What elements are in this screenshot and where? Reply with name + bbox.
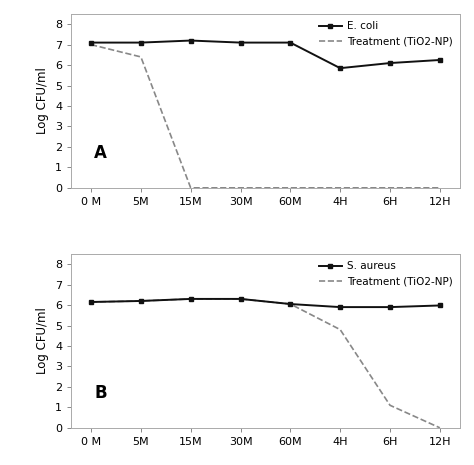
Line: Treatment (TiO2-NP): Treatment (TiO2-NP): [91, 45, 440, 188]
Treatment (TiO2-NP): [387, 185, 393, 191]
E. coli: [188, 38, 193, 43]
Legend: S. aureus, Treatment (TiO2-NP): S. aureus, Treatment (TiO2-NP): [317, 259, 455, 288]
E. coli: [288, 40, 293, 46]
Text: B: B: [94, 384, 107, 402]
S. aureus: [188, 296, 193, 302]
S. aureus: [437, 303, 443, 308]
Y-axis label: Log CFU/ml: Log CFU/ml: [36, 307, 49, 374]
Treatment (TiO2-NP): [288, 185, 293, 191]
S. aureus: [88, 299, 94, 305]
E. coli: [337, 66, 343, 71]
Treatment (TiO2-NP): [437, 425, 443, 431]
Treatment (TiO2-NP): [138, 298, 144, 304]
E. coli: [437, 57, 443, 63]
E. coli: [237, 40, 243, 46]
S. aureus: [387, 304, 393, 310]
Treatment (TiO2-NP): [387, 403, 393, 408]
Text: A: A: [94, 144, 107, 162]
E. coli: [387, 60, 393, 66]
Treatment (TiO2-NP): [88, 42, 94, 47]
Treatment (TiO2-NP): [337, 327, 343, 332]
S. aureus: [337, 304, 343, 310]
Treatment (TiO2-NP): [188, 185, 193, 191]
Line: Treatment (TiO2-NP): Treatment (TiO2-NP): [91, 299, 440, 428]
Line: E. coli: E. coli: [89, 39, 442, 70]
Treatment (TiO2-NP): [237, 185, 243, 191]
Treatment (TiO2-NP): [337, 185, 343, 191]
S. aureus: [138, 298, 144, 304]
Treatment (TiO2-NP): [237, 296, 243, 302]
Treatment (TiO2-NP): [437, 185, 443, 191]
Treatment (TiO2-NP): [288, 301, 293, 307]
E. coli: [88, 40, 94, 46]
Legend: E. coli, Treatment (TiO2-NP): E. coli, Treatment (TiO2-NP): [317, 19, 455, 48]
S. aureus: [288, 301, 293, 307]
S. aureus: [237, 296, 243, 302]
Treatment (TiO2-NP): [138, 54, 144, 60]
Line: S. aureus: S. aureus: [89, 297, 442, 309]
Treatment (TiO2-NP): [88, 299, 94, 305]
Treatment (TiO2-NP): [188, 296, 193, 302]
Y-axis label: Log CFU/ml: Log CFU/ml: [36, 67, 49, 134]
E. coli: [138, 40, 144, 46]
